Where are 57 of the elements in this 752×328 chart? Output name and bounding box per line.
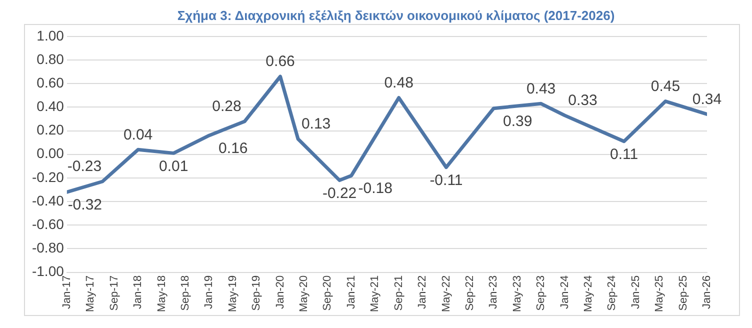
- data-label: -0.11: [430, 172, 463, 189]
- x-tick-label: Sep-21: [392, 275, 405, 311]
- y-tick-label: 0.60: [36, 74, 64, 90]
- data-label: 0.16: [218, 140, 248, 158]
- chart-title: Σχήμα 3: Διαχρονική εξέλιξη δεικτών οικονομικού κλίματος (2017-2026): [176, 8, 616, 24]
- x-tick-label: May-23: [511, 275, 524, 312]
- x-tick-label: May-22: [440, 275, 452, 312]
- data-label: 0.34: [692, 90, 722, 108]
- x-tick-label: Sep-19: [250, 275, 263, 311]
- x-tick-label: May-17: [84, 275, 97, 312]
- x-tick-label: Jan-22: [416, 275, 429, 309]
- data-label: 0.11: [610, 146, 638, 164]
- x-tick-label: Jan-24: [558, 275, 571, 309]
- x-tick-label: Jan-19: [203, 275, 216, 309]
- data-label: -0.32: [68, 196, 102, 214]
- x-tick-label: May-21: [369, 275, 382, 312]
- data-label: 0.28: [212, 98, 242, 115]
- y-tick-label: -0.80: [32, 240, 64, 256]
- data-label: -0.22: [322, 184, 357, 202]
- x-tick-label: Sep-23: [535, 275, 548, 311]
- y-tick-label: -0.20: [32, 168, 64, 185]
- y-tick-label: 0.80: [36, 50, 64, 67]
- x-tick-label: May-19: [226, 275, 239, 312]
- data-label: -0.18: [358, 180, 392, 198]
- x-tick-label: Sep-22: [464, 275, 476, 311]
- x-tick-label: May-25: [654, 275, 666, 312]
- y-tick-label: 0.20: [36, 122, 64, 138]
- x-tick-label: Jan-25: [630, 275, 642, 309]
- x-tick-label: Jan-23: [488, 275, 500, 309]
- x-tick-label: May-24: [582, 275, 594, 312]
- x-tick-label: Jan-20: [274, 275, 286, 309]
- data-label: 0.33: [568, 92, 598, 110]
- y-tick-label: 0.00: [36, 145, 64, 162]
- x-tick-label: Sep-17: [108, 275, 120, 311]
- data-label: 0.04: [123, 126, 153, 144]
- data-label: 0.13: [301, 116, 331, 133]
- y-tick-label: -0.40: [32, 192, 64, 208]
- data-label: 0.43: [526, 80, 556, 98]
- x-tick-label: May-20: [298, 275, 310, 312]
- x-tick-label: Jan-17: [60, 275, 73, 309]
- y-tick-label: -0.60: [32, 216, 64, 232]
- x-tick-label: Sep-24: [606, 275, 618, 311]
- x-tick-label: May-18: [156, 275, 168, 312]
- data-label: -0.23: [67, 158, 102, 176]
- data-label: 0.66: [266, 53, 295, 70]
- data-label: 0.39: [503, 112, 532, 130]
- x-tick-label: Jan-18: [132, 275, 144, 309]
- y-tick-label: 1.00: [36, 27, 64, 44]
- x-tick-label: Sep-25: [677, 275, 690, 311]
- y-tick-label: 0.40: [36, 98, 64, 114]
- data-label: 0.45: [650, 78, 680, 95]
- x-tick-label: Sep-18: [179, 275, 192, 311]
- x-tick-label: Jan-21: [345, 275, 358, 309]
- x-tick-label: Sep-20: [322, 275, 334, 311]
- data-label: 0.01: [158, 158, 188, 175]
- x-tick-label: Jan-26: [701, 275, 714, 309]
- data-label: 0.48: [384, 74, 414, 92]
